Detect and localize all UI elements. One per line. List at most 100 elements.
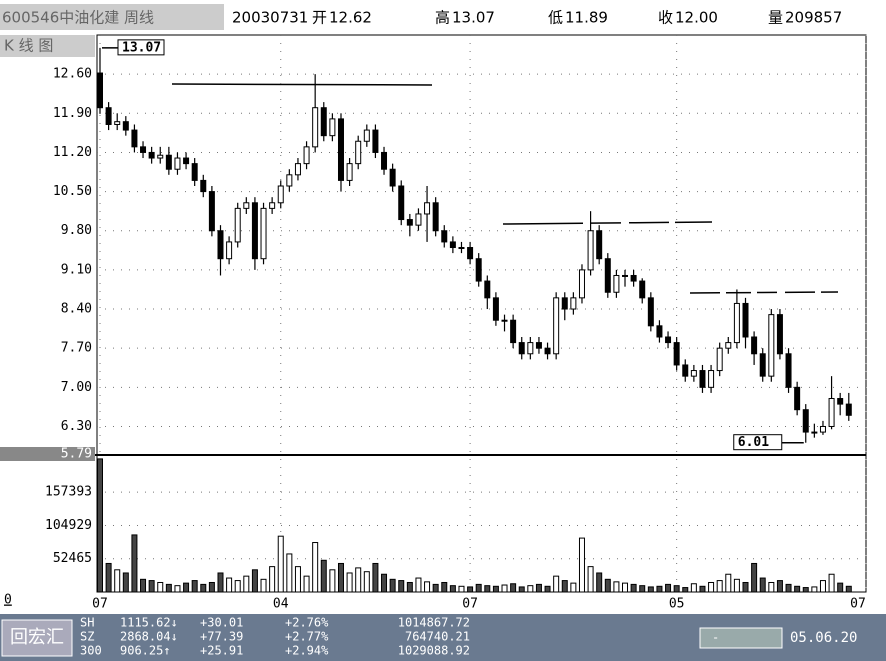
candle-body: [613, 274, 620, 293]
volume-bar: [174, 585, 181, 593]
candle-body: [845, 403, 852, 416]
candle-body: [604, 258, 611, 293]
candle-body: [828, 398, 835, 427]
candle-body: [768, 314, 775, 377]
volume-bar: [398, 580, 405, 593]
candle-body: [337, 118, 344, 181]
indicator-box: [699, 627, 783, 649]
volume-bar: [639, 585, 646, 593]
header-label: 收: [658, 9, 673, 27]
candle-body: [785, 353, 792, 388]
volume-bar: [131, 534, 138, 593]
volume-bar: [432, 583, 439, 593]
candle-body: [518, 342, 525, 355]
candle-body: [251, 202, 258, 260]
volume-bar: [208, 581, 215, 593]
candle-body: [639, 280, 646, 299]
candle-body: [449, 241, 456, 249]
volume-bar: [355, 567, 362, 593]
candle-body: [699, 370, 706, 388]
volume-bar: [819, 580, 826, 593]
candle-body: [802, 409, 809, 433]
volume-bar: [467, 586, 474, 593]
candle-body: [269, 202, 276, 209]
x-tick-label: 05: [669, 597, 685, 612]
candle-body: [217, 230, 224, 260]
status-cell: 764740.21: [405, 630, 470, 644]
volume-bar: [424, 581, 431, 593]
volume-bar: [320, 559, 327, 593]
volume-bar: [381, 573, 388, 593]
status-cell: 906.25↑: [120, 644, 171, 658]
x-tick-label: 07: [850, 597, 866, 612]
x-tick-label: 07: [462, 597, 478, 612]
status-cell: SH: [80, 616, 94, 630]
candle-body: [578, 269, 585, 299]
status-cell: 1014867.72: [398, 616, 470, 630]
volume-bar: [604, 578, 611, 593]
volume-bar: [372, 562, 379, 593]
candle-body: [561, 297, 568, 310]
candle-body: [742, 302, 749, 338]
volume-bar: [561, 580, 568, 593]
volume-bar: [234, 580, 241, 593]
y-tick-label: 9.10: [61, 262, 92, 277]
header-value: 209857: [785, 9, 842, 27]
y-tick-label: 11.20: [53, 145, 92, 160]
candle-body: [630, 274, 637, 282]
volume-bar: [845, 585, 852, 593]
status-button[interactable]: [1, 619, 73, 657]
candle-body: [260, 207, 267, 260]
candle-body: [501, 319, 508, 322]
status-cell: +2.76%: [285, 616, 329, 630]
volume-bar: [630, 583, 637, 593]
header-value: 11.89: [565, 9, 608, 27]
volume-bar: [449, 585, 456, 593]
candle-body: [406, 219, 413, 226]
status-cell: +77.39: [200, 630, 243, 644]
candle-body: [165, 154, 172, 170]
volume-bar: [226, 577, 233, 593]
y-tick-label: 157393: [45, 485, 92, 500]
status-cell: 2868.04↓: [120, 630, 178, 644]
candle-body: [716, 347, 723, 372]
annotation: 6.01: [738, 435, 769, 450]
volume-bar: [682, 587, 689, 593]
candle-body: [570, 297, 577, 310]
volume-bar: [148, 580, 155, 593]
candle-body: [467, 247, 474, 260]
candle-body: [355, 140, 362, 165]
volume-bar: [613, 581, 620, 593]
y-tick-label: 10.50: [53, 184, 92, 199]
candle-body: [183, 157, 190, 165]
volume-bar: [716, 580, 723, 593]
candle-body: [553, 297, 560, 355]
y-tick-label: 7.00: [61, 380, 92, 395]
status-button-label[interactable]: 回宏汇: [10, 627, 64, 648]
candle-body: [363, 129, 370, 142]
header-value: 12.62: [329, 9, 372, 27]
volume-bar: [578, 537, 585, 593]
volume-bar: [656, 585, 663, 593]
candle-body: [105, 107, 112, 125]
candle-body: [157, 154, 164, 159]
volume-bar: [97, 458, 103, 593]
status-cell: +2.77%: [285, 630, 329, 644]
candle-body: [811, 431, 818, 434]
volume-bar: [105, 562, 112, 593]
volume-bar: [553, 575, 560, 593]
volume-bar: [510, 583, 517, 593]
volume-bar: [837, 582, 844, 593]
volume-bar: [544, 585, 551, 593]
volume-bar: [794, 585, 801, 593]
candle-body: [97, 72, 103, 109]
status-cell: 1029088.92: [398, 644, 470, 658]
candle-body: [647, 297, 654, 327]
volume-bar: [441, 581, 448, 593]
stock-title: 600546中油化建 周线: [2, 9, 154, 27]
y-tick-label: 5.79: [61, 447, 92, 462]
x-tick-label: 07: [92, 597, 108, 612]
candle-body: [277, 185, 284, 204]
volume-bar: [751, 562, 758, 593]
candle-body: [191, 163, 198, 181]
